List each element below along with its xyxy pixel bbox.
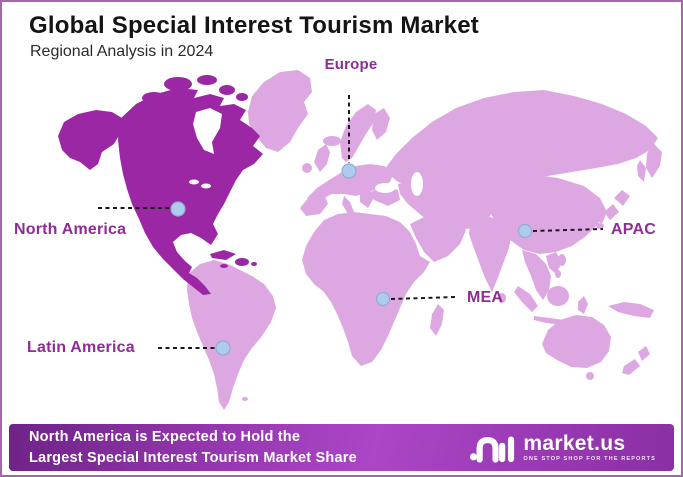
map-sea-hudson-bay <box>193 108 222 154</box>
map-region-arctic-islands <box>219 85 235 95</box>
map-region-sri-lanka <box>498 293 506 303</box>
map-region-central-asia <box>398 178 494 230</box>
map-region-alaska <box>58 110 122 170</box>
map-region-iceland <box>323 136 341 146</box>
map-region-sakhalin <box>637 160 646 182</box>
map-region-puerto-rico <box>251 262 257 266</box>
marker-europe <box>341 163 357 179</box>
region-label-apac: APAC <box>611 221 656 238</box>
insight-text: North America is Expected to Hold the La… <box>29 427 357 468</box>
map-region-uk <box>314 144 330 172</box>
map-sea-great-lakes <box>189 179 199 185</box>
map-region-hispaniola <box>235 258 249 266</box>
map-region-arctic-islands <box>142 92 166 104</box>
insight-banner: North America is Expected to Hold the La… <box>9 424 674 471</box>
map-region-iberia <box>300 194 328 216</box>
map-region-tasmania <box>586 372 594 380</box>
map-region-new-guinea <box>608 302 654 318</box>
map-region-japan-south <box>604 204 619 220</box>
map-region-scandinavia <box>340 104 376 162</box>
map-region-russia <box>384 90 658 190</box>
map-region-africa <box>302 212 430 366</box>
marketus-tagline: ONE STOP SHOP FOR THE REPORTS <box>523 455 656 462</box>
map-region-greenland <box>248 70 312 152</box>
map-region-china <box>470 174 606 254</box>
marketus-logo-icon <box>470 436 515 463</box>
region-label-europe: Europe <box>324 56 378 73</box>
map-region-italy <box>342 196 354 214</box>
marketus-brand: market.us <box>523 431 626 455</box>
marker-apac <box>517 223 533 239</box>
map-region-java <box>534 316 564 325</box>
map-region-europe-mainland <box>307 164 394 204</box>
map-region-kyushu <box>596 223 604 229</box>
marketus-logo: market.us ONE STOP SHOP FOR THE REPORTS <box>469 430 656 466</box>
map-region-ireland <box>302 163 312 173</box>
insight-line-2: Largest Special Interest Tourism Market … <box>29 449 357 466</box>
map-sea-great-lakes <box>201 183 211 189</box>
region-label-mea: MEA <box>467 289 504 306</box>
map-region-philippines-south <box>555 270 561 278</box>
marketus-logo-text: market.us ONE STOP SHOP FOR THE REPORTS <box>523 433 656 463</box>
map-region-new-zealand-south <box>622 359 640 375</box>
map-region-vietnam <box>546 252 562 274</box>
map-region-madagascar <box>430 304 444 336</box>
map-region-arctic-islands <box>160 101 180 111</box>
map-region-jamaica <box>220 264 228 268</box>
map-region-sumatra <box>514 286 538 312</box>
map-region-borneo <box>547 286 569 306</box>
map-region-kamchatka <box>646 142 662 178</box>
map-sea-black-sea <box>375 183 395 193</box>
map-region-arabia <box>410 214 466 262</box>
map-region-india <box>469 216 512 292</box>
map-region-australia <box>542 315 611 368</box>
map-region-japan <box>614 190 630 206</box>
map-region-philippines <box>558 254 566 266</box>
map-region-new-zealand-north <box>638 346 650 361</box>
marker-latin-america <box>215 340 231 356</box>
map-region-south-america <box>187 260 276 410</box>
map-region-falklands <box>242 397 248 401</box>
page-subtitle: Regional Analysis in 2024 <box>30 43 214 60</box>
region-label-north-america: North America <box>14 221 127 238</box>
leader-line-mea <box>390 296 458 300</box>
map-region-se-asia <box>522 250 551 300</box>
map-region-arctic-islands <box>236 93 248 101</box>
map-region-cuba <box>210 250 236 260</box>
map-region-north-america <box>118 88 263 295</box>
insight-line-1: North America is Expected to Hold the <box>29 428 301 445</box>
page-title: Global Special Interest Tourism Market <box>29 12 479 39</box>
map-region-sulawesi <box>578 296 588 314</box>
map-region-arctic-islands <box>197 75 217 85</box>
marker-north-america <box>170 201 186 217</box>
region-label-latin-america: Latin America <box>27 339 135 356</box>
map-region-balkans <box>360 190 374 208</box>
map-sea-caspian <box>411 172 423 196</box>
map-region-korea <box>594 208 606 224</box>
map-region-arctic-islands <box>164 77 192 91</box>
marker-mea <box>375 291 391 307</box>
map-region-finland <box>372 108 390 140</box>
